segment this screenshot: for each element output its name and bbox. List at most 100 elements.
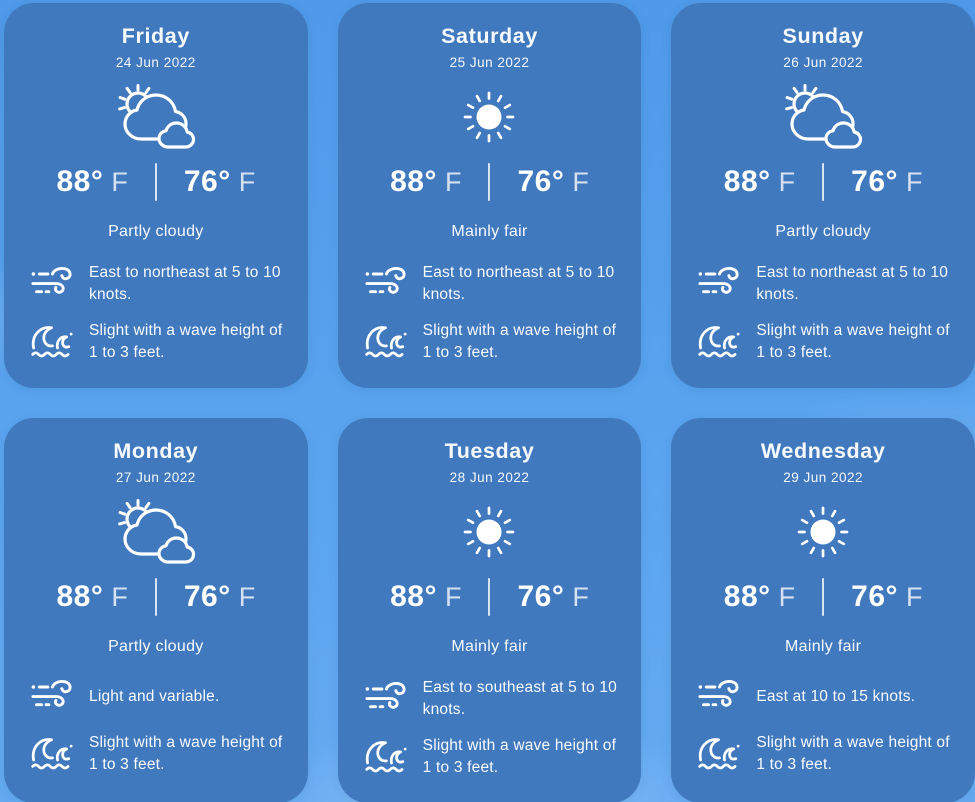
wind-row: Light and variable. — [28, 677, 294, 717]
wind-icon — [28, 264, 76, 304]
high-temp-value: 88° — [56, 580, 104, 613]
temperature-row: 88° F 76° F — [338, 160, 642, 204]
temperature-row: 88° F 76° F — [671, 575, 975, 619]
wind-text: East to northeast at 5 to 10 knots. — [756, 264, 949, 303]
weather-icon-area — [338, 498, 642, 566]
temperature-row: 88° F 76° F — [4, 575, 308, 619]
weather-icon-area — [4, 498, 308, 566]
sea-text: Slight with a wave height of 1 to 3 feet… — [756, 322, 950, 361]
wind-row: East to northeast at 5 to 10 knots. — [695, 262, 961, 305]
wave-icon — [28, 733, 76, 775]
low-temp-unit: F — [906, 167, 923, 197]
low-temp: 76° F — [517, 165, 588, 199]
low-temp-unit: F — [906, 582, 923, 612]
detail-rows: Light and variable. Slight with a wave h… — [4, 677, 308, 775]
date-label: 27 Jun 2022 — [115, 470, 196, 485]
temp-divider — [822, 163, 825, 201]
wind-icon — [362, 679, 410, 719]
high-temp-unit: F — [111, 582, 128, 612]
forecast-card: Tuesday 28 Jun 2022 — [337, 418, 642, 802]
high-temp-unit: F — [778, 167, 796, 197]
high-temp: 88° F — [724, 165, 795, 199]
sunny-icon — [464, 506, 515, 558]
low-temp-unit: F — [572, 167, 589, 197]
high-temp: 88° F — [56, 165, 127, 199]
day-label: Wednesday — [760, 439, 886, 463]
forecast-card: Friday 24 Jun 2022 — [4, 3, 308, 388]
wind-icon — [362, 264, 410, 304]
wind-text: East to northeast at 5 to 10 knots. — [422, 264, 615, 303]
high-temp-value: 88° — [390, 165, 437, 198]
wave-icon — [362, 321, 410, 363]
sea-text: Slight with a wave height of 1 to 3 feet… — [422, 322, 617, 361]
temp-divider — [488, 578, 491, 616]
wind-row: East to northeast at 5 to 10 knots. — [28, 262, 294, 305]
low-temp: 76° F — [184, 580, 255, 614]
condition-label: Mainly fair — [451, 638, 528, 655]
wind-icon — [28, 677, 76, 717]
weather-icon-area — [4, 83, 308, 151]
low-temp-value: 76° — [183, 580, 231, 613]
temperature-row: 88° F 76° F — [338, 575, 642, 619]
low-temp-value: 76° — [517, 580, 565, 613]
high-temp-unit: F — [111, 167, 128, 197]
date-label: 24 Jun 2022 — [115, 55, 196, 70]
sea-row: Slight with a wave height of 1 to 3 feet… — [695, 732, 961, 775]
wind-row: East to northeast at 5 to 10 knots. — [362, 262, 628, 305]
day-label: Tuesday — [444, 439, 535, 463]
detail-rows: East to northeast at 5 to 10 knots. Slig… — [671, 262, 975, 363]
high-temp-unit: F — [778, 582, 796, 612]
date-label: 25 Jun 2022 — [449, 55, 530, 70]
sea-text: Slight with a wave height of 1 to 3 feet… — [756, 734, 950, 773]
high-temp-value: 88° — [56, 165, 104, 198]
wind-row: East to southeast at 5 to 10 knots. — [362, 677, 628, 720]
low-temp-value: 76° — [517, 165, 565, 198]
condition-label: Mainly fair — [785, 638, 862, 655]
sunny-icon — [464, 91, 515, 143]
wind-text: Light and variable. — [89, 688, 220, 706]
high-temp: 88° F — [390, 580, 461, 614]
weather-icon-area — [671, 83, 975, 151]
day-label: Monday — [113, 439, 199, 463]
high-temp: 88° F — [390, 165, 461, 199]
temp-divider — [154, 163, 157, 201]
sea-row: Slight with a wave height of 1 to 3 feet… — [695, 320, 961, 363]
sea-row: Slight with a wave height of 1 to 3 feet… — [28, 320, 294, 363]
weather-icon-area — [671, 498, 975, 566]
high-temp-unit: F — [444, 582, 462, 612]
low-temp: 76° F — [851, 580, 922, 614]
wind-row: East at 10 to 15 knots. — [695, 677, 961, 717]
partly-cloudy-icon — [117, 84, 195, 149]
wind-text: East at 10 to 15 knots. — [756, 688, 916, 706]
forecast-card: Monday 27 Jun 2022 — [4, 418, 308, 802]
wind-text: East to northeast at 5 to 10 knots. — [89, 264, 281, 303]
forecast-card: Wednesday 29 Jun 2022 — [671, 418, 975, 802]
low-temp-value: 76° — [183, 165, 231, 198]
detail-rows: East to southeast at 5 to 10 knots. Slig… — [338, 677, 642, 778]
detail-rows: East to northeast at 5 to 10 knots. Slig… — [4, 262, 308, 363]
temp-divider — [488, 163, 491, 201]
forecast-card: Saturday 25 Jun 2022 — [337, 3, 642, 388]
high-temp: 88° F — [724, 580, 795, 614]
high-temp-value: 88° — [723, 580, 771, 613]
low-temp-unit: F — [238, 167, 256, 197]
high-temp-value: 88° — [723, 165, 771, 198]
sea-text: Slight with a wave height of 1 to 3 feet… — [89, 734, 283, 773]
temp-divider — [154, 578, 157, 616]
temperature-row: 88° F 76° F — [671, 160, 975, 204]
low-temp-value: 76° — [851, 580, 899, 613]
condition-label: Partly cloudy — [775, 223, 871, 240]
low-temp-value: 76° — [851, 165, 899, 198]
sea-text: Slight with a wave height of 1 to 3 feet… — [422, 737, 617, 776]
low-temp: 76° F — [851, 165, 922, 199]
date-label: 26 Jun 2022 — [783, 55, 864, 70]
weather-icon-area — [338, 83, 642, 151]
day-label: Saturday — [441, 24, 538, 48]
high-temp-unit: F — [444, 167, 462, 197]
sea-text: Slight with a wave height of 1 to 3 feet… — [89, 322, 283, 361]
partly-cloudy-icon — [117, 499, 195, 564]
day-label: Friday — [121, 24, 190, 48]
partly-cloudy-icon — [785, 84, 863, 149]
low-temp-unit: F — [238, 582, 256, 612]
low-temp: 76° F — [517, 580, 588, 614]
